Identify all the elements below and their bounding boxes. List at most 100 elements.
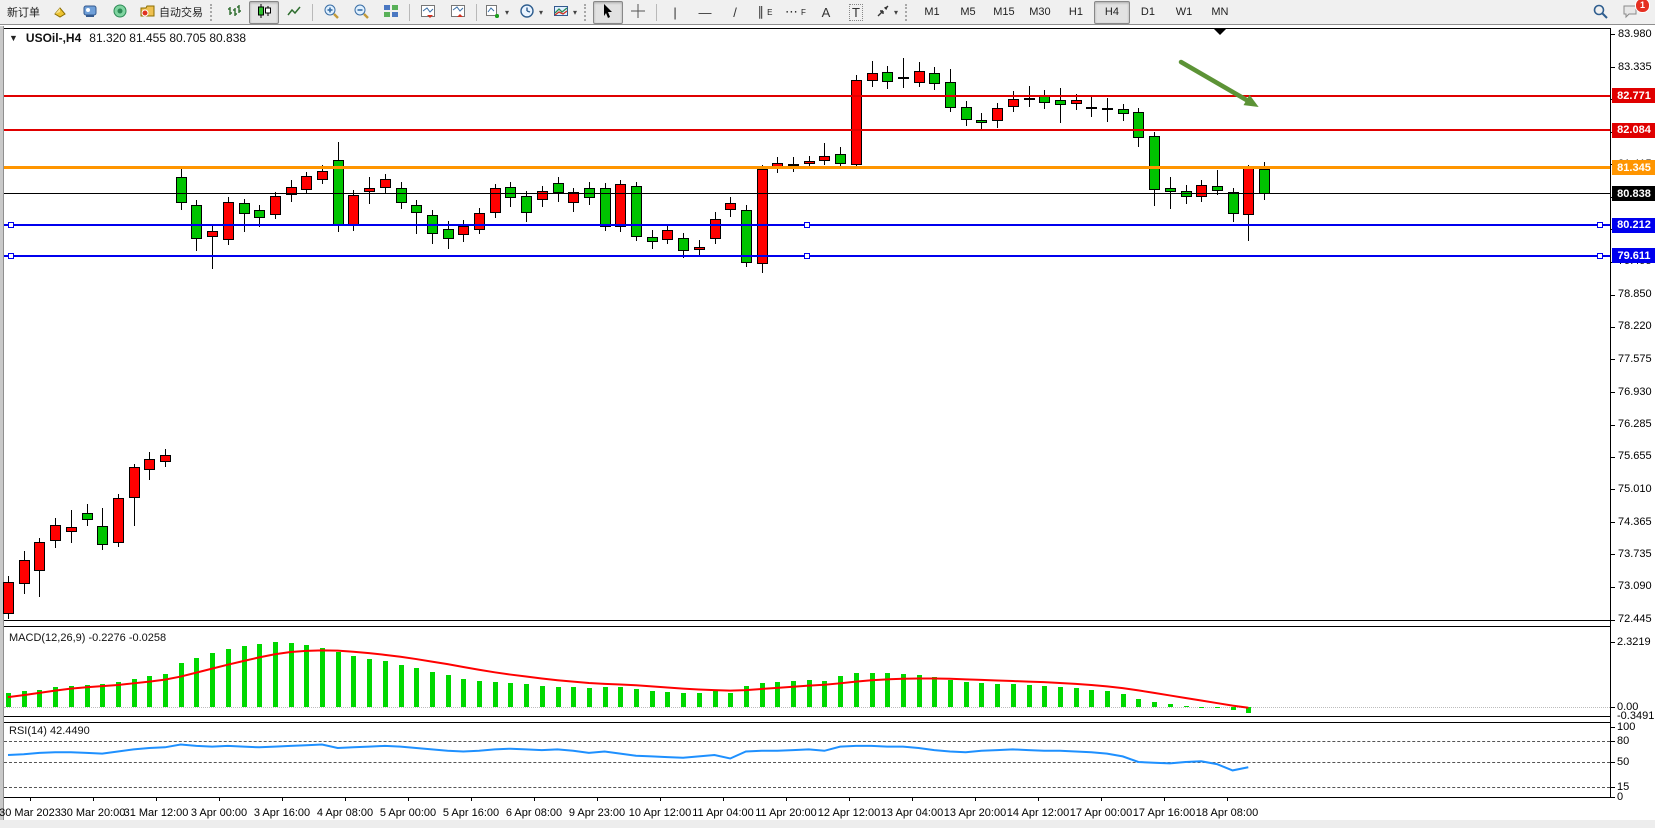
timeframe-button-M30[interactable]: M30 — [1029, 6, 1051, 18]
time-axis-label[interactable]: 11 Apr 04:00 — [692, 807, 754, 819]
expert-advisor-icon — [82, 3, 98, 22]
label-button[interactable]: T — [841, 1, 871, 24]
macd-zero-line — [4, 707, 1610, 708]
timeframe-button-M15[interactable]: M15 — [993, 6, 1015, 18]
zoom-out-button[interactable] — [346, 1, 376, 24]
time-axis-label[interactable]: 6 Apr 08:00 — [505, 807, 563, 819]
time-axis-label[interactable]: 5 Apr 00:00 — [379, 807, 437, 819]
autotrading-button[interactable]: 自动交易 — [135, 1, 208, 24]
new-order-label: 新订单 — [7, 7, 40, 19]
search-button[interactable] — [1585, 1, 1615, 24]
time-axis-label[interactable]: 3 Apr 16:00 — [253, 807, 311, 819]
price-line-81.345[interactable] — [4, 166, 1610, 170]
trendline-button[interactable]: / — [720, 1, 750, 24]
toolbar-separator — [409, 3, 410, 21]
main-macd-separator-2[interactable] — [4, 626, 1610, 627]
one-click-trading-toggle[interactable]: ▼ — [9, 33, 18, 43]
price-line-handle[interactable] — [804, 222, 810, 229]
time-axis-label[interactable]: 18 Apr 08:00 — [1195, 807, 1259, 819]
candle-body — [646, 237, 658, 243]
time-axis-label[interactable]: 4 Apr 08:00 — [316, 807, 374, 819]
price-axis-tick — [1610, 619, 1615, 621]
toolbar-grip — [584, 3, 589, 21]
timeframe-button-H1[interactable]: H1 — [1068, 6, 1083, 18]
macd-histogram-bar — [1010, 684, 1016, 707]
zoom-in-icon — [323, 3, 339, 22]
notifications-button[interactable]: 1 — [1615, 0, 1650, 24]
price-line-80.838[interactable] — [4, 193, 1610, 195]
macd-histogram-bar — [1057, 686, 1063, 707]
time-axis-label[interactable]: 5 Apr 16:00 — [442, 807, 500, 819]
crosshair-button[interactable] — [623, 1, 653, 24]
add-indicator-button[interactable]: ▾ — [480, 1, 514, 24]
price-axis-tick — [1610, 489, 1615, 491]
price-line-handle[interactable] — [1597, 252, 1603, 259]
time-axis-label[interactable]: 3 Apr 00:00 — [190, 807, 248, 819]
time-axis-label[interactable]: 12 Apr 12:00 — [817, 807, 881, 819]
fibonacci-button[interactable]: ⋯ F — [780, 1, 811, 24]
channel-button[interactable]: ∥ E — [750, 1, 780, 24]
candle-body — [835, 154, 847, 165]
time-axis-label[interactable]: 13 Apr 20:00 — [943, 807, 1007, 819]
macd-histogram-bar — [555, 686, 561, 707]
vertical-line-icon: | — [673, 4, 677, 20]
time-axis-label[interactable]: 30 Mar 2023 — [0, 807, 61, 819]
time-axis-label[interactable]: 13 Apr 04:00 — [880, 807, 944, 819]
chart-ohlc-readout: 81.320 81.455 80.705 80.838 — [89, 31, 247, 45]
zoom-in-button[interactable] — [316, 1, 346, 24]
template-button[interactable]: ▾ — [548, 1, 582, 24]
time-axis-label[interactable]: 9 Apr 23:00 — [568, 807, 626, 819]
macd-rsi-separator-1[interactable] — [4, 716, 1610, 717]
time-axis-label[interactable]: 17 Apr 16:00 — [1132, 807, 1196, 819]
timeframe-button-M5[interactable]: M5 — [960, 6, 976, 18]
expert-advisors-button[interactable] — [75, 1, 105, 24]
time-axis-label[interactable]: 10 Apr 12:00 — [628, 807, 692, 819]
timeframe-button-M1[interactable]: M1 — [924, 6, 940, 18]
rsi-axis-tick — [1610, 762, 1615, 763]
arrows-button[interactable]: ▾ — [871, 1, 903, 24]
price-axis-tick-label: 78.220 — [1618, 320, 1652, 333]
macd-histogram-bar — [257, 643, 263, 707]
main-macd-separator-1[interactable] — [4, 620, 1610, 621]
signals-button[interactable] — [105, 1, 135, 24]
bar-chart-button[interactable] — [219, 1, 249, 24]
vertical-line-button[interactable]: | — [660, 1, 690, 24]
price-line-badge: 80.838 — [1612, 186, 1655, 202]
period-button[interactable]: ▾ — [514, 1, 548, 24]
macd-histogram-bar — [932, 677, 938, 707]
macd-histogram-bar — [853, 673, 859, 707]
timeframe-button-W1[interactable]: W1 — [1175, 6, 1193, 18]
tile-windows-button[interactable] — [376, 1, 406, 24]
price-line-82.084[interactable] — [4, 129, 1610, 132]
time-axis-label[interactable]: 30 Mar 20:00 — [60, 807, 126, 819]
candlestick-chart-button[interactable] — [249, 0, 279, 24]
time-axis-label[interactable]: 31 Mar 12:00 — [123, 807, 189, 819]
price-line-82.771[interactable] — [4, 94, 1610, 97]
price-line-handle[interactable] — [8, 222, 14, 229]
candle-body — [1007, 99, 1019, 107]
timeframe-button-D1[interactable]: D1 — [1140, 6, 1155, 18]
time-axis-label[interactable]: 17 Apr 00:00 — [1069, 807, 1133, 819]
timeframe-button-MN[interactable]: MN — [1211, 6, 1229, 18]
horizontal-line-button[interactable]: — — [690, 1, 720, 24]
price-line-handle[interactable] — [1597, 222, 1603, 229]
label-icon: T — [848, 3, 863, 21]
line-chart-button[interactable] — [279, 1, 309, 24]
dropdown-caret-icon: ▾ — [893, 7, 898, 17]
zoom-out-icon — [353, 3, 369, 22]
indicator-window-bottom-button[interactable] — [443, 1, 473, 24]
price-axis-tick — [1610, 326, 1615, 328]
time-axis-label[interactable]: 11 Apr 20:00 — [755, 807, 817, 819]
time-axis-label[interactable]: 14 Apr 12:00 — [1006, 807, 1070, 819]
macd-histogram-bar — [320, 647, 325, 707]
price-line-handle[interactable] — [804, 252, 810, 259]
macd-rsi-separator-2[interactable] — [4, 722, 1610, 723]
timeframe-button-H4[interactable]: H4 — [1093, 0, 1130, 24]
time-axis-tick — [849, 797, 850, 801]
market-watch-button[interactable] — [45, 1, 75, 24]
text-button[interactable]: A — [811, 1, 841, 24]
indicator-window-top-button[interactable] — [413, 1, 443, 24]
price-line-handle[interactable] — [8, 252, 14, 259]
cursor-button[interactable] — [593, 0, 624, 24]
new-order-button[interactable]: 新订单 — [2, 1, 45, 24]
